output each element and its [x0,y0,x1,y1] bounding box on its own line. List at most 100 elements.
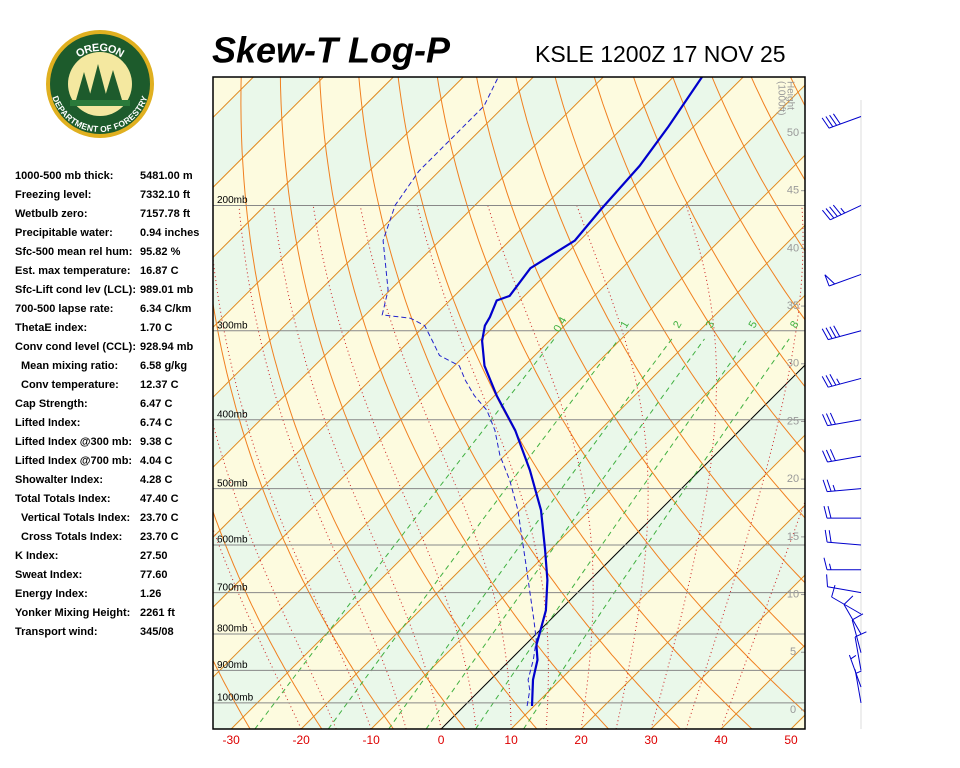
stat-value: 4.28 C [140,474,172,486]
dry-adiabat [436,77,805,713]
dewpoint-profile [381,77,537,707]
plot-border [212,76,806,730]
stat-label: K Index: [15,550,58,562]
mixing-ratio-line [254,338,555,729]
wind-barb [823,505,862,519]
dry-adiabat [476,77,805,649]
mixing-ratio-line [475,338,749,729]
freezing-isotherm [440,364,805,729]
stat-value: 6.47 C [140,398,172,410]
temperature-profile [480,77,703,707]
height-tick-label: 20 [787,473,799,485]
stat-value: 6.58 g/kg [140,360,187,372]
mixing-ratio-label: 2 [671,319,684,330]
wind-barb [854,669,862,704]
mixing-ratio-label: 8 [788,319,801,330]
stat-value: 1.70 C [140,322,172,334]
x-tick-label: 20 [574,733,588,747]
dry-adiabat [279,77,538,729]
wind-barb [848,654,862,688]
isotherm [213,77,324,189]
stat-value: 0.94 inches [140,227,199,239]
isotherm [213,77,674,538]
isotherm [510,434,805,729]
stat-value: 16.87 C [140,265,179,277]
stat-label: Conv cond level (CCL): [15,341,136,353]
isotherm [650,574,805,729]
dry-adiabat [319,77,609,729]
stat-label: Sfc-Lift cond lev (LCL): [15,284,136,296]
stat-label: Yonker Mixing Height: [15,607,130,619]
mixing-ratio-line [388,338,673,729]
stat-value: 4.04 C [140,455,172,467]
dry-adiabat [213,659,251,729]
logo-top-path: OREGON [74,42,126,61]
stats-table: 1000-500 mb thick: 5481.00 m Freezing leve… [15,170,199,638]
stat-value: 6.74 C [140,417,172,429]
y-tick-label: 400mb [217,409,248,420]
x-tick-label: 50 [784,733,798,747]
moist-adiabat [359,205,512,729]
isotherm-band [213,85,805,729]
stat-value: 47.40 C [140,493,179,505]
stat-label: ThetaE index: [15,322,87,334]
stat-label: Lifted Index @300 mb: [15,436,132,448]
x-tick-label: 40 [714,733,728,747]
stat-label: Cross Totals Index: [21,531,122,543]
stat-value: 5481.00 m [140,170,193,182]
stat-label: 700-500 lapse rate: [15,303,113,315]
stat-value: 1.26 [140,588,161,600]
stat-value: 2261 ft [140,607,175,619]
dry-adiabat [515,77,805,584]
stat-value: 989.01 mb [140,284,193,296]
height-tick-label: 10 [787,588,799,600]
y-tick-label: 500mb [217,478,248,489]
plot-area [213,77,805,729]
isotherm [213,77,604,468]
mixing-ratio-label: 1 [618,319,631,330]
moist-adiabat [312,205,477,729]
wind-barb [822,449,862,463]
isotherm [213,77,534,399]
height-tick-label: 0 [790,704,796,716]
wind-barbs [821,113,867,704]
stat-value: 7157.78 ft [140,208,190,220]
logo-top-text: OREGON [74,42,126,61]
wind-barb [823,557,862,571]
x-tick-label: 30 [644,733,658,747]
wind-barb [822,412,862,427]
y-tick-label: 1000mb [217,693,254,704]
height-axis-label: Height [784,81,795,110]
wind-barb [821,325,862,341]
stat-value: 27.50 [140,550,168,562]
y-tick-label: 600mb [217,535,248,546]
stat-label: Total Totals Index: [15,493,111,505]
stat-value: 7332.10 ft [140,189,190,201]
stat-label: Lifted Index @700 mb: [15,455,132,467]
mixing-ratio-label: 5 [747,319,760,330]
isotherm [213,84,805,678]
height-tick-label: 15 [787,531,799,543]
wind-barb [824,273,862,287]
stat-label: Vertical Totals Index: [21,512,130,524]
dry-adiabat [633,77,805,388]
stat-label: Wetbulb zero: [15,208,88,220]
height-tick-label: 50 [787,127,799,139]
dry-adiabat [240,77,466,729]
stat-value: 12.37 C [140,379,179,391]
wind-barb [821,113,862,129]
isotherm [213,77,394,259]
dry-adiabat [213,510,323,729]
y-tick-label: 300mb [217,320,248,331]
height-tick-label: 30 [787,358,799,370]
stat-value: 6.34 C/km [140,303,192,315]
y-tick-label: 800mb [217,624,248,635]
logo-trees [76,64,122,102]
stat-value: 95.82 % [140,246,181,258]
wind-barb [843,595,862,635]
stat-label: Cap Strength: [15,398,88,410]
stat-label: Mean mixing ratio: [21,360,118,372]
mixing-ratio-line [327,338,620,729]
isotherm-band [213,77,805,678]
